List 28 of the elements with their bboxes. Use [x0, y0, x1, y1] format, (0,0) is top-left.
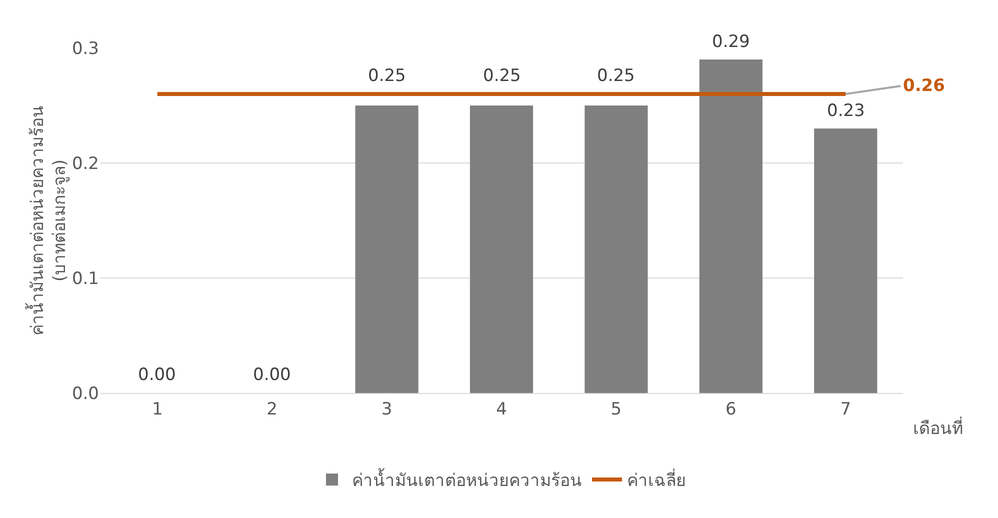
legend-label: ค่าน้ำมันเตาต่อหน่วยความร้อน [352, 468, 582, 492]
bar [584, 106, 648, 393]
data-label: 0.23 [827, 101, 865, 121]
x-tick-label: 3 [381, 399, 392, 420]
x-axis-title: เดือนที่ [913, 416, 963, 439]
x-tick-label: 4 [496, 399, 507, 420]
legend-label: ค่าเฉลี่ย [627, 468, 686, 492]
data-label: 0.29 [712, 32, 750, 52]
y-tick-label: 0.3 [72, 38, 99, 59]
x-tick-label: 1 [152, 399, 163, 420]
bar [699, 60, 762, 393]
data-label: 0.25 [597, 66, 635, 86]
bar [470, 106, 534, 393]
bar [814, 128, 878, 393]
y-tick-label: 0.1 [72, 268, 99, 289]
data-label: 0.25 [483, 66, 521, 86]
y-tick-label: 0.0 [72, 384, 99, 404]
x-tick-label: 2 [266, 399, 278, 420]
bar [355, 106, 418, 393]
x-tick-label: 7 [840, 399, 852, 420]
y-tick-label: 0.2 [72, 154, 99, 174]
data-label: 0.25 [368, 66, 406, 86]
data-label: 0.00 [253, 365, 291, 385]
data-label: 0.26 [903, 76, 945, 96]
data-label: 0.00 [138, 365, 176, 385]
y-axis-title: ค่าน้ำมันเตาต่อหน่วยความร้อน (บาทต่อเมกะจูล) [24, 106, 70, 336]
x-tick-label: 6 [726, 399, 736, 420]
x-tick-label: 5 [610, 399, 622, 420]
